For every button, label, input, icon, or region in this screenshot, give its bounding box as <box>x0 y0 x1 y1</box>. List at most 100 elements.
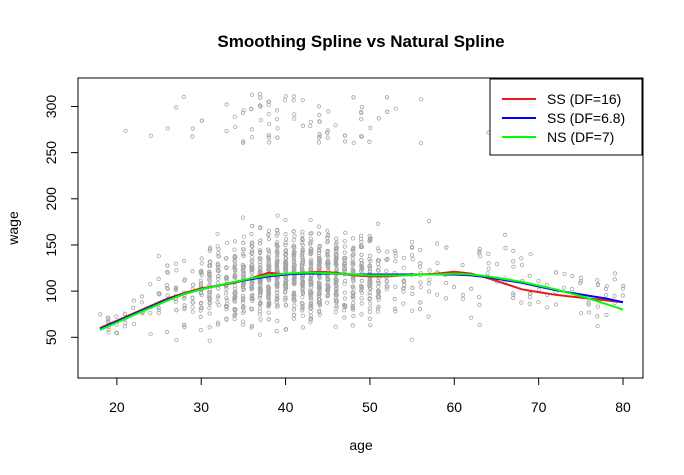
data-point <box>300 283 305 288</box>
data-point <box>317 274 322 279</box>
data-point <box>224 304 229 310</box>
data-point <box>527 273 532 278</box>
data-point <box>233 124 238 129</box>
data-point <box>267 267 272 272</box>
data-point <box>308 119 313 124</box>
data-point <box>308 247 313 252</box>
data-point <box>342 278 348 283</box>
data-point <box>410 308 415 313</box>
data-point <box>274 249 279 254</box>
data-point <box>190 126 195 131</box>
data-point <box>342 239 347 244</box>
data-point <box>384 278 389 283</box>
data-point <box>409 253 414 258</box>
data-point <box>224 274 229 279</box>
data-point <box>451 284 457 290</box>
data-point <box>258 278 263 283</box>
data-point <box>326 284 331 289</box>
data-point <box>233 268 238 273</box>
data-point <box>393 309 398 314</box>
legend-label-ns-7: NS (DF=7) <box>547 129 614 145</box>
x-axis-label: age <box>349 437 373 453</box>
data-point <box>300 251 305 256</box>
data-point <box>208 247 213 252</box>
data-point <box>174 268 179 273</box>
data-point <box>257 306 263 311</box>
data-point <box>586 301 591 306</box>
data-point <box>350 303 355 308</box>
data-point <box>443 296 449 301</box>
data-point <box>343 303 348 308</box>
data-point <box>325 128 331 133</box>
data-point <box>241 234 246 239</box>
data-point <box>299 241 305 246</box>
data-point <box>131 305 136 310</box>
data-point <box>225 240 230 245</box>
data-point <box>384 95 389 100</box>
data-point <box>274 108 280 113</box>
data-point <box>384 257 389 263</box>
series-line-2 <box>99 271 624 331</box>
data-point <box>240 262 245 267</box>
data-point <box>106 316 111 321</box>
data-point <box>199 270 204 275</box>
data-point <box>114 314 119 319</box>
data-point <box>232 272 237 278</box>
data-point <box>224 129 229 134</box>
data-point <box>233 289 238 294</box>
data-point <box>367 296 373 301</box>
data-point <box>257 249 263 255</box>
data-point <box>233 255 238 260</box>
data-point <box>359 134 365 139</box>
data-point <box>418 285 423 290</box>
data-point <box>579 311 584 316</box>
data-point <box>300 313 306 318</box>
data-point <box>300 274 305 279</box>
data-point <box>376 116 381 121</box>
data-point <box>291 229 296 234</box>
data-point <box>266 247 271 252</box>
data-point <box>292 265 297 270</box>
data-point <box>249 259 254 264</box>
data-point <box>316 140 321 145</box>
data-point <box>241 108 246 113</box>
data-point <box>266 295 272 301</box>
y-tick-label: 100 <box>43 279 59 303</box>
x-tick-label: 60 <box>447 399 463 415</box>
data-point <box>562 271 567 276</box>
data-point <box>368 279 373 284</box>
data-point <box>257 255 262 260</box>
data-point <box>350 256 355 261</box>
data-point <box>317 285 322 290</box>
data-point <box>300 266 305 272</box>
data-point <box>595 314 600 319</box>
data-point <box>427 277 432 282</box>
data-point <box>190 295 195 301</box>
data-point <box>283 237 289 242</box>
data-point <box>139 294 145 299</box>
legend-label-ss-16: SS (DF=16) <box>547 91 621 107</box>
data-point <box>434 241 440 246</box>
data-point <box>300 229 305 234</box>
data-point <box>385 256 390 261</box>
data-point <box>266 278 272 283</box>
data-point <box>409 245 415 250</box>
data-point <box>156 254 161 259</box>
data-point <box>148 282 153 287</box>
data-point <box>308 317 313 322</box>
data-point <box>291 98 296 103</box>
data-point <box>258 95 263 100</box>
data-point <box>427 268 432 273</box>
data-point <box>266 236 272 242</box>
data-point <box>308 301 313 306</box>
data-point <box>148 310 153 316</box>
data-point <box>258 118 263 123</box>
data-point <box>368 125 373 131</box>
data-point <box>224 102 229 107</box>
data-point <box>148 133 153 138</box>
data-point <box>384 268 389 273</box>
data-point <box>275 254 280 259</box>
data-point <box>376 304 381 309</box>
data-point <box>494 261 499 267</box>
data-point <box>358 244 364 250</box>
